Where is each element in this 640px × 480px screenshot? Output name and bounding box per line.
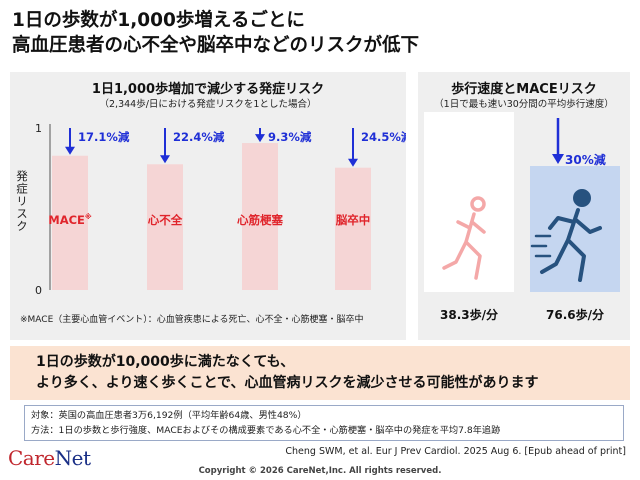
logo-care: Care [8, 446, 55, 470]
speed-column-0 [424, 112, 514, 292]
speed-chart-subtitle: （1日で最も速い30分間の平均歩行速度） [434, 99, 614, 110]
speed-chart: 30%減 [424, 112, 620, 292]
step-risk-panel: 1日1,000歩増加で減少する発症リスク （2,344歩/日における発症リスクを… [10, 72, 406, 340]
title-line-2: 高血圧患者の心不全や脳卒中などのリスクが低下 [12, 35, 420, 56]
bar-3 [335, 167, 371, 290]
reduction-label-2: 9.3%減 [268, 130, 312, 144]
step-chart-title: 1日1,000歩増加で減少する発症リスク [91, 82, 325, 97]
category-label-1: 心不全 [148, 213, 183, 227]
page-title: 1日の歩数が1,000歩増えるごとに 高血圧患者の心不全や脳卒中などのリスクが低… [12, 8, 628, 58]
fast-speed-label: 76.6歩/分 [546, 308, 604, 322]
conclusion-line-1: 1日の歩数が10,000歩に満たなくても、 [36, 354, 295, 370]
slow-person-head [470, 196, 486, 212]
bar-1 [147, 164, 183, 290]
logo-net: Net [54, 446, 91, 470]
fast-person-body [540, 208, 602, 282]
walking-person-icon [442, 196, 486, 280]
title-line-1: 1日の歩数が1,000歩増えるごとに [12, 10, 305, 31]
method-text: 方法：1日の歩数と歩行強度、MACEおよびその構成要素である心不全・心筋梗塞・脳… [31, 425, 501, 436]
reduction-arrowhead-3 [348, 158, 358, 167]
conclusion-box: 1日の歩数が10,000歩に満たなくても、 より多く、より速く歩くことで、心血管… [10, 346, 630, 400]
speed-reduction-label: 30%減 [565, 152, 606, 167]
mace-footnote: ※MACE（主要心血管イベント）：心血管疾患による死亡、心不全・心筋梗塞・脳卒中 [20, 315, 364, 325]
y-tick-label-1: 1 [35, 122, 42, 135]
speed-reduction-arrowhead [552, 154, 564, 164]
walking-speed-panel: 歩行速度とMACEリスク （1日で最も速い30分間の平均歩行速度） 30%減 3… [418, 72, 630, 340]
citation: Cheng SWM, et al. Eur J Prev Cardiol. 20… [285, 446, 626, 457]
carenet-logo: CareNet [8, 446, 91, 470]
conclusion-line-2: より多く、より速く歩くことで、心血管病リスクを減少させる可能性があります [36, 375, 539, 391]
bar-0 [52, 155, 88, 290]
reduction-label-1: 22.4%減 [173, 130, 225, 144]
bar-2 [242, 143, 278, 290]
category-label-2: 心筋梗塞 [237, 213, 283, 227]
y-axis-label: 発症リスク [15, 170, 29, 233]
y-tick-label-0: 0 [35, 284, 42, 297]
category-label-0: MACE※ [48, 212, 92, 227]
reduction-arrowhead-2 [255, 134, 265, 143]
step-chart-subtitle: （2,344歩/日における発症リスクを1とした場合） [99, 99, 317, 110]
slow-person-body [442, 212, 486, 280]
copyright: Copyright © 2026 CareNet,Inc. All rights… [198, 466, 442, 476]
methods-box: 対象：英国の高血圧患者3万6,192例（平均年齢64歳、男性48%） 方法：1日… [24, 405, 624, 441]
reduction-label-3: 24.5%減 [361, 130, 406, 144]
reduction-label-0: 17.1%減 [78, 130, 130, 144]
category-label-3: 脳卒中 [336, 213, 371, 227]
subjects-text: 対象：英国の高血圧患者3万6,192例（平均年齢64歳、男性48%） [31, 410, 307, 421]
speed-chart-title: 歩行速度とMACEリスク [451, 82, 597, 97]
fast-person-head [573, 189, 591, 207]
slow-speed-label: 38.3歩/分 [440, 308, 498, 322]
fast-walking-person-icon [530, 189, 602, 282]
reduction-arrowhead-0 [65, 146, 75, 155]
reduction-arrowhead-1 [160, 155, 170, 164]
